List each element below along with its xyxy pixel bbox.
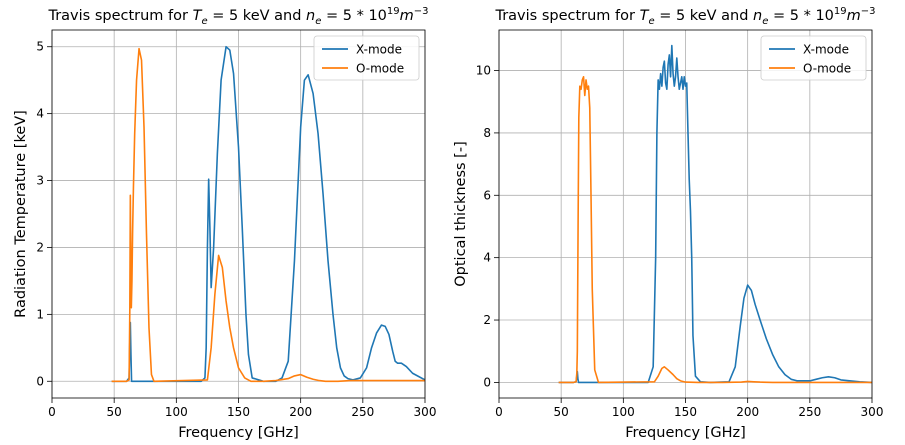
chart-title: Travis spectrum for Te = 5 keV and ne = … (494, 6, 875, 27)
chart-panel-1: 0 50 100 150 200 250 300 0 1 2 3 4 5 X-mode O-mode Freq… (13, 6, 436, 441)
x-tick-label: 200 (289, 405, 312, 419)
axes-frame (498, 29, 873, 399)
x-tick-label: 100 (165, 405, 188, 419)
x-tick-label: 50 (107, 405, 122, 419)
y-axis-label: Radiation Temperature [keV] (13, 110, 29, 318)
y-tick-label: 4 (36, 107, 44, 121)
x-tick-label: 150 (674, 405, 697, 419)
x-tick-label: 0 (495, 405, 503, 419)
y-tick-label: 1 (36, 307, 44, 321)
legend-label-o-mode: O-mode (356, 62, 404, 76)
legend-box (313, 35, 420, 81)
legend-box (760, 35, 867, 81)
x-tick-label: 250 (798, 405, 821, 419)
x-tick-label: 300 (414, 405, 437, 419)
series-line-x-mode (111, 45, 425, 383)
series-line-o-mode (111, 47, 425, 383)
y-tick-label: 2 (36, 240, 44, 254)
y-axis-label: Optical thickness [-] (453, 141, 469, 286)
chart-title: Travis spectrum for Te = 5 keV and ne = … (47, 6, 428, 27)
series-line-x-mode (558, 44, 872, 384)
y-tick-label: 4 (483, 251, 491, 265)
x-axis-label: Frequency [GHz] (178, 425, 299, 441)
y-tick-label: 8 (483, 126, 491, 140)
y-tick-label: 0 (36, 374, 44, 388)
legend-label-x-mode: X-mode (356, 43, 402, 57)
legend: X-mode O-mode (760, 35, 867, 81)
y-tick-label: 5 (36, 40, 44, 54)
x-tick-label: 100 (612, 405, 635, 419)
x-tick-label: 300 (861, 405, 884, 419)
y-tick-label: 6 (483, 188, 491, 202)
y-tick-label: 10 (476, 64, 491, 78)
y-tick-label: 2 (483, 313, 491, 327)
y-tick-label: 3 (36, 174, 44, 188)
x-axis-label: Frequency [GHz] (625, 425, 746, 441)
legend-label-x-mode: X-mode (803, 43, 849, 57)
x-tick-label: 250 (351, 405, 374, 419)
x-tick-label: 150 (227, 405, 250, 419)
y-tick-label: 0 (483, 375, 491, 389)
legend: X-mode O-mode (313, 35, 420, 81)
x-tick-label: 0 (48, 405, 56, 419)
axes-frame (51, 29, 426, 399)
x-tick-label: 50 (554, 405, 569, 419)
chart-panel-2: 0 50 100 150 200 250 300 0 2 4 6 8 10 X-mode O-mode Fre… (453, 6, 883, 441)
legend-label-o-mode: O-mode (803, 62, 851, 76)
x-tick-label: 200 (736, 405, 759, 419)
series-line-o-mode (558, 75, 872, 384)
